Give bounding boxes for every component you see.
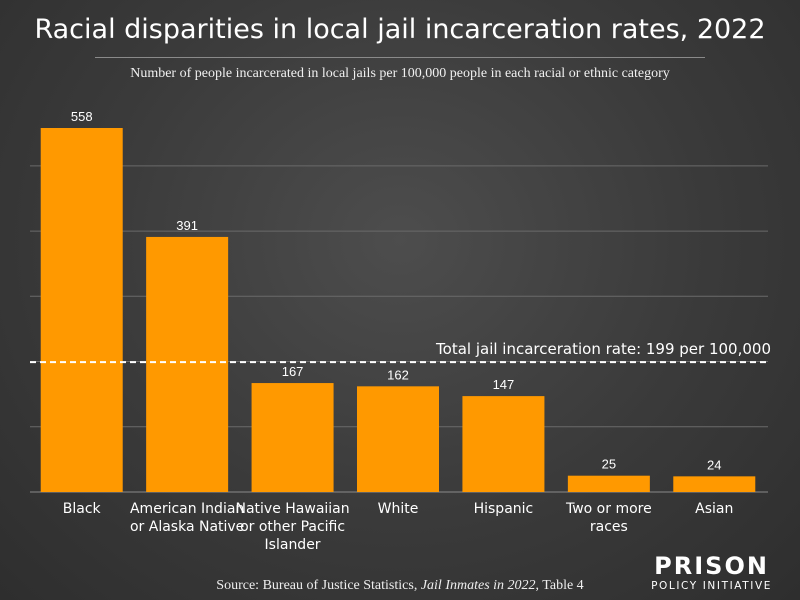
data-label: 25 [602,457,616,472]
bar [146,236,229,492]
category-label: Native Hawaiian [235,501,349,517]
category-label: or Alaska Native [130,519,244,535]
bar [357,386,439,492]
category-label: Black [63,501,102,517]
prison-policy-initiative-logo: PRISON POLICY INITIATIVE [651,554,772,592]
title-divider [95,57,705,58]
source-prefix: Source: Bureau of Justice Statistics, [216,578,421,593]
bar [462,396,545,492]
category-label: Asian [695,501,733,517]
category-label: White [378,501,419,517]
category-label: Two or more [565,501,652,517]
source-publication: Jail Inmates in 2022 [420,578,536,593]
data-label: 391 [176,218,198,233]
category-label: Hispanic [474,501,534,517]
category-label: American Indian [130,501,244,517]
logo-line-2: POLICY INITIATIVE [651,580,772,592]
data-label: 147 [493,377,515,392]
bar [567,475,650,492]
logo-line-1: PRISON [654,552,769,580]
source-suffix: , Table 4 [535,578,584,593]
reference-line-label: Total jail incarceration rate: 199 per 1… [435,340,771,358]
data-label: 558 [71,109,93,124]
chart-subtitle: Number of people incarcerated in local j… [130,66,670,81]
data-label: 24 [707,457,721,472]
chart-title: Racial disparities in local jail incarce… [34,14,766,45]
category-label: races [590,519,628,535]
bar [673,476,756,492]
data-label: 167 [282,364,304,379]
bar [251,383,334,492]
data-label: 162 [387,367,409,382]
source-note: Source: Bureau of Justice Statistics, Ja… [0,578,800,594]
category-label: Islander [265,537,321,553]
bar [40,128,123,492]
category-label: or other Pacific [240,519,345,535]
